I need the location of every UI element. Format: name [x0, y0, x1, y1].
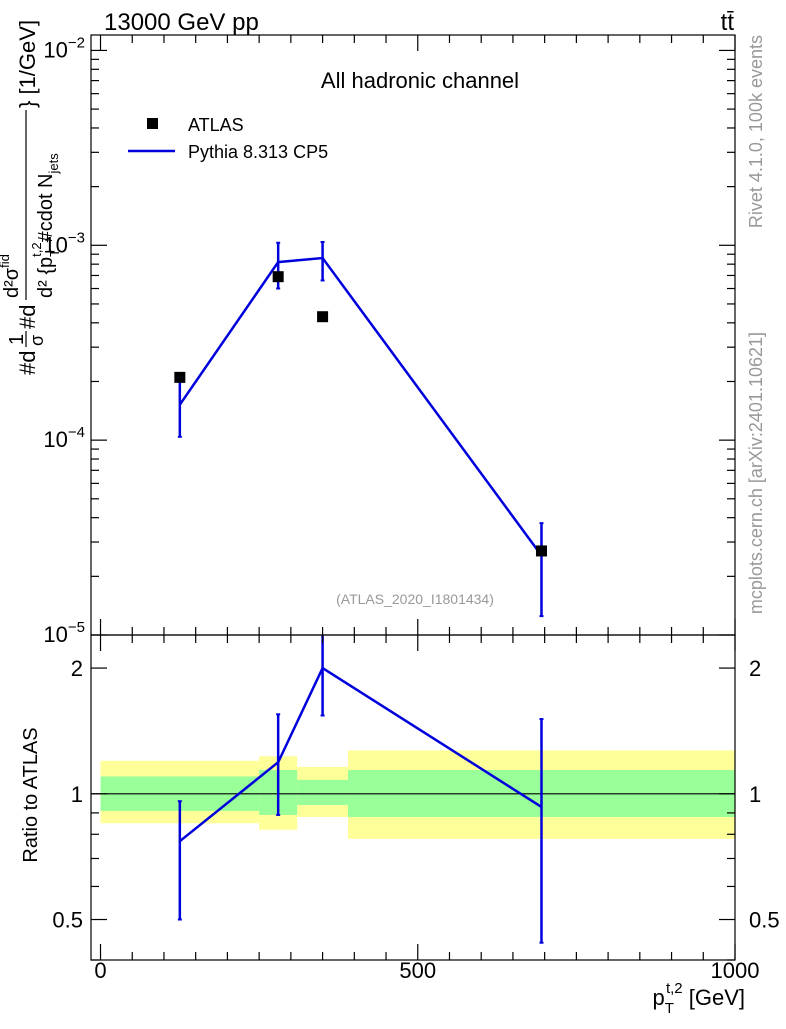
mcplots-source-label: mcplots.cern.ch [arXiv:2401.10621] [746, 332, 766, 614]
x-tick-label: 1000 [711, 958, 760, 983]
main-title: All hadronic channel [321, 68, 519, 93]
ratio-y-tick-label-right: 0.5 [749, 908, 780, 933]
x-tick-label: 0 [94, 958, 106, 983]
ratio-y-axis-label: Ratio to ATLAS [20, 727, 42, 862]
legend-mc-label: Pythia 8.313 CP5 [188, 142, 328, 162]
ratio-mc-series [177, 635, 544, 944]
ratio-uncertainty-bands [100, 750, 735, 839]
ratio-y-tick-label-right: 1 [749, 782, 761, 807]
ratio-y-tick-label-right: 2 [749, 656, 761, 681]
ratio-axis-ticks [91, 635, 736, 961]
main-panel: 10−5 10−4 10−3 10−2 All hadronic channel AT… [0, 20, 736, 647]
main-y-tick-label: 10−4 [43, 424, 85, 452]
ratio-inner-band [297, 779, 348, 806]
ratio-y-tick-label-left: 0.5 [52, 908, 83, 933]
main-y-tick-label: 10−2 [43, 34, 85, 62]
legend-atlas-label: ATLAS [188, 115, 244, 135]
main-y-tick-labels: 10−5 10−4 10−3 10−2 [43, 34, 85, 647]
atlas-data-point [174, 371, 186, 383]
ratio-frame [90, 634, 736, 961]
main-ylabel-big-bottom: d² {pTt,2#cdot Njets [29, 153, 62, 298]
atlas-data-point [535, 545, 547, 557]
legend: ATLAS Pythia 8.313 CP5 [128, 115, 328, 162]
ratio-y-tick-label-left: 2 [71, 656, 83, 681]
main-ylabel-frac-bottom: σ [27, 335, 47, 346]
main-y-axis-label: #d 1 σ #d d²σfid d² {pTt,2#cdot Njets } … [0, 20, 62, 375]
main-ylabel-prefix: #d [15, 351, 40, 375]
atlas-data-point [317, 311, 329, 323]
header-left-label: 13000 GeV pp [104, 9, 259, 36]
main-mc-line [178, 256, 543, 557]
main-data-series [174, 271, 547, 557]
ratio-y-tick-labels: 0.5 0.5 1 1 2 2 [52, 656, 779, 932]
main-ylabel-suffix: } [1/GeV] [15, 20, 40, 108]
main-ylabel-mid: #d [15, 305, 40, 329]
ratio-mc-line [179, 666, 543, 843]
ratio-y-tick-label-left: 1 [71, 782, 83, 807]
x-tick-label: 500 [399, 958, 436, 983]
main-y-tick-label: 10−3 [43, 229, 85, 257]
main-ylabel-frac-top: 1 [6, 334, 28, 345]
atlas-data-point [272, 271, 284, 283]
legend-atlas-marker [147, 118, 158, 129]
ratio-x-tick-labels: 0 500 1000 [94, 958, 759, 983]
analysis-label: (ATLAS_2020_I1801434) [336, 591, 494, 607]
ratio-panel: 0.5 0.5 1 1 2 2 0 500 1000 Ratio to ATLAS pTt,2… [20, 634, 780, 1017]
rivet-version-label: Rivet 4.1.0, 100k events [746, 35, 766, 228]
x-axis-label: pTt,2 [GeV] [653, 980, 745, 1017]
header-right-label: tt̄ [721, 9, 735, 36]
main-mc-series [177, 240, 544, 618]
main-y-tick-label: 10−5 [43, 619, 85, 647]
main-axis-ticks [91, 35, 736, 636]
main-ylabel-big-top: d²σfid [0, 254, 23, 298]
